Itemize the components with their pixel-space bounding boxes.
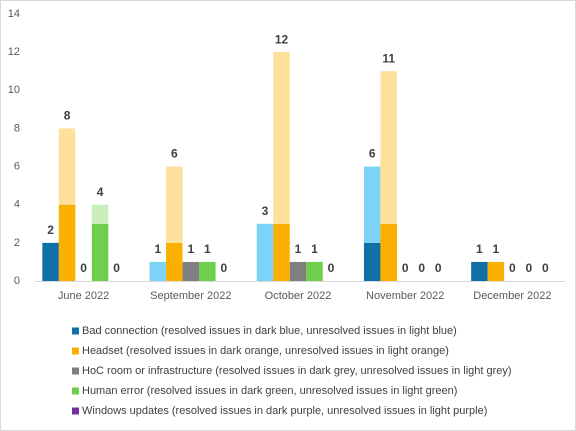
- data-label: 1: [295, 242, 302, 256]
- y-tick-label: 10: [8, 84, 20, 96]
- data-label: 1: [204, 242, 211, 256]
- bar-unresolved: [166, 166, 183, 243]
- data-label: 0: [113, 261, 120, 275]
- bar-unresolved: [256, 223, 274, 281]
- legend-label: Windows updates (resolved issues in dark…: [82, 405, 487, 417]
- data-label: 4: [97, 185, 104, 199]
- bar-unresolved: [273, 52, 290, 224]
- data-label: 1: [311, 242, 318, 256]
- data-label: 1: [187, 242, 194, 256]
- data-label: 0: [80, 261, 87, 275]
- x-tick-label: October 2022: [265, 290, 332, 302]
- x-tick-label: June 2022: [58, 290, 109, 302]
- bar-unresolved: [380, 71, 397, 224]
- bar-unresolved: [58, 128, 76, 205]
- data-label: 6: [171, 147, 178, 161]
- y-tick-label: 14: [8, 8, 20, 20]
- bar-unresolved: [363, 166, 381, 243]
- bar-resolved: [42, 242, 59, 281]
- bar-resolved: [58, 204, 76, 281]
- data-label: 0: [220, 261, 227, 275]
- x-tick-label: September 2022: [150, 290, 231, 302]
- legend-swatch: [72, 367, 79, 375]
- x-tick-label: November 2022: [366, 290, 444, 302]
- bar-resolved: [182, 261, 200, 281]
- legend-swatch: [72, 387, 79, 395]
- data-label: 0: [435, 261, 442, 275]
- y-tick-label: 12: [8, 46, 20, 58]
- bar-unresolved: [149, 261, 167, 281]
- data-label: 0: [328, 261, 335, 275]
- legend-label: Headset (resolved issues in dark orange,…: [82, 345, 449, 357]
- data-label: 1: [476, 242, 483, 256]
- data-label: 0: [542, 261, 549, 275]
- bar-resolved: [199, 261, 216, 281]
- legend-swatch: [72, 327, 79, 335]
- bar-resolved: [471, 261, 488, 281]
- data-label: 2: [47, 223, 54, 237]
- bar-resolved: [91, 223, 109, 281]
- y-tick-label: 2: [14, 237, 20, 249]
- y-tick-label: 0: [14, 275, 20, 287]
- legend-label: Bad connection (resolved issues in dark …: [82, 325, 457, 337]
- legend-swatch: [72, 347, 79, 355]
- data-label: 3: [262, 204, 269, 218]
- data-label: 0: [418, 261, 425, 275]
- y-tick-label: 4: [14, 199, 20, 211]
- legend-swatch: [72, 407, 79, 415]
- data-label: 8: [64, 109, 71, 123]
- bar-resolved: [289, 261, 307, 281]
- y-tick-label: 6: [14, 160, 20, 172]
- data-label: 0: [509, 261, 516, 275]
- bar-unresolved: [91, 204, 109, 224]
- bar-resolved: [273, 223, 290, 281]
- data-label: 12: [275, 32, 289, 46]
- bar-resolved: [380, 223, 397, 281]
- legend-label: Human error (resolved issues in dark gre…: [82, 385, 457, 397]
- legend-label: HoC room or infrastructure (resolved iss…: [82, 365, 512, 377]
- data-label: 0: [526, 261, 533, 275]
- bar-resolved: [166, 242, 183, 281]
- x-tick-label: December 2022: [473, 290, 551, 302]
- data-label: 0: [402, 261, 409, 275]
- data-label: 1: [493, 242, 500, 256]
- bar-resolved: [306, 261, 323, 281]
- data-label: 1: [154, 242, 161, 256]
- data-label: 11: [382, 51, 395, 65]
- bar-resolved: [487, 261, 505, 281]
- bar-resolved: [363, 242, 381, 281]
- y-tick-label: 8: [14, 122, 20, 134]
- data-label: 6: [369, 147, 376, 161]
